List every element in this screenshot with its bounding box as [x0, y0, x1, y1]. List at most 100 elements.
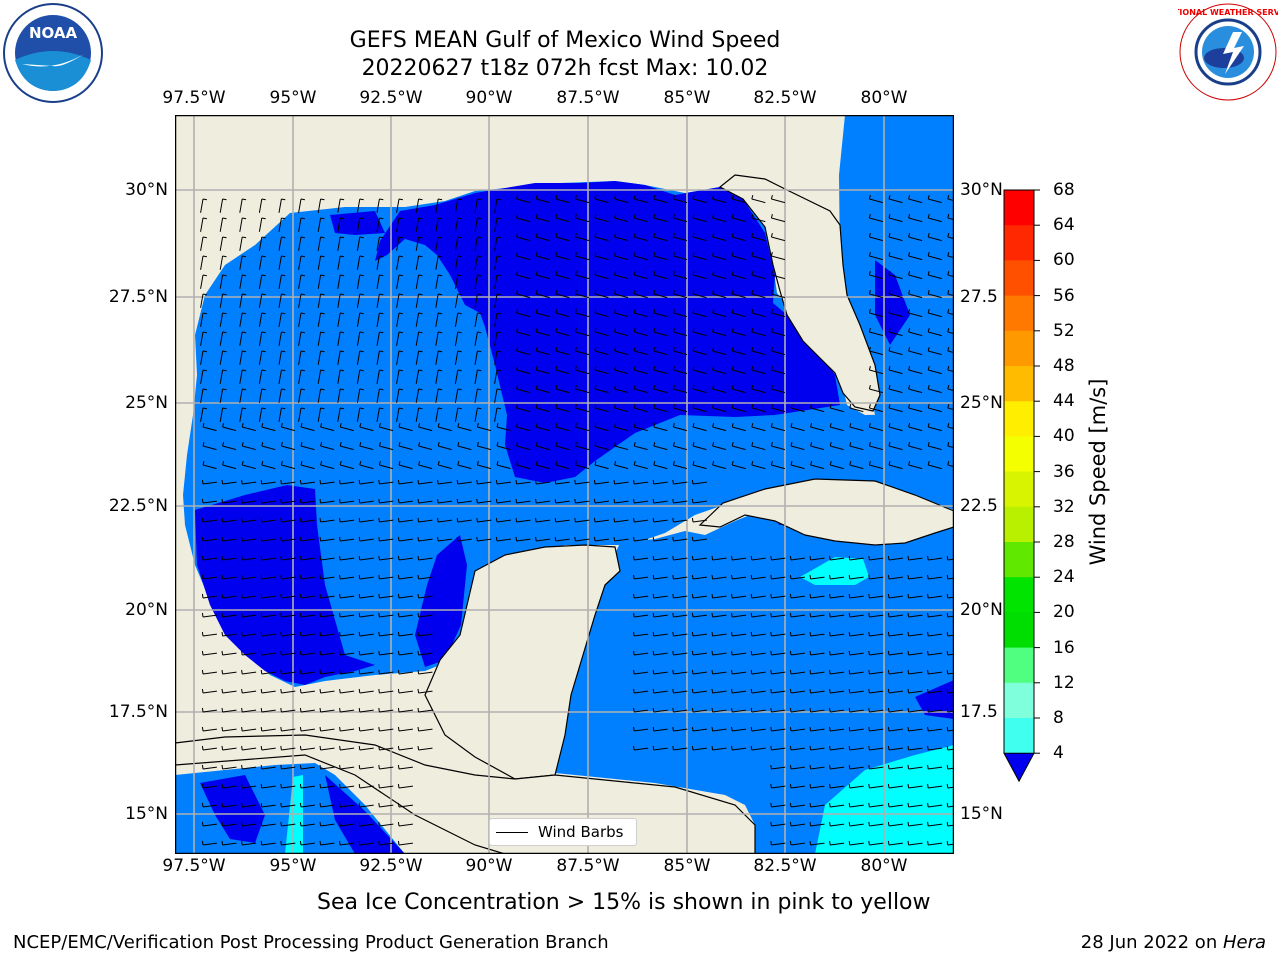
wind-barb	[496, 538, 511, 542]
wind-barb	[516, 236, 531, 242]
wind-barb-flag	[731, 232, 734, 238]
wind-barb	[379, 614, 394, 618]
wind-barb-flag	[927, 802, 929, 808]
wind-barb-flag	[672, 536, 674, 542]
wind-barb-flag	[378, 517, 380, 523]
wind-barb	[398, 426, 413, 432]
wind-barb	[830, 766, 845, 770]
wind-barb-flag	[535, 327, 538, 333]
wind-barb-flag	[927, 631, 929, 637]
wind-barb	[555, 236, 570, 242]
wind-barb	[634, 407, 648, 413]
wind-barb	[888, 369, 903, 375]
wind-barb	[320, 538, 335, 542]
wind-barb	[928, 652, 943, 656]
wind-barb-flag	[633, 612, 635, 618]
wind-barb	[908, 766, 923, 770]
wind-barb-flag	[397, 726, 400, 732]
wind-barb	[418, 728, 433, 732]
wind-barb-flag	[222, 312, 227, 315]
wind-barb-flag	[417, 688, 420, 694]
wind-barb	[830, 842, 845, 846]
wind-barb-flag	[359, 331, 364, 334]
wind-barb	[222, 709, 237, 713]
wind-barb	[398, 785, 413, 789]
wind-barb-flag	[359, 312, 364, 315]
wind-barb-flag	[691, 650, 694, 656]
wind-barb	[340, 633, 355, 637]
wind-barb	[359, 785, 374, 789]
wind-barb-flag	[593, 536, 596, 542]
wind-barb-flag	[711, 707, 714, 713]
lon-tick-bottom-6: 85°W	[663, 856, 711, 876]
wind-barb-flag	[417, 631, 420, 637]
wind-barb-flag	[672, 517, 674, 523]
wind-barb	[242, 728, 257, 732]
wind-barb-flag	[908, 308, 911, 314]
wind-barb-flag	[789, 840, 792, 846]
wind-barb	[751, 671, 766, 675]
wind-barb	[281, 614, 296, 618]
wind-barb	[908, 842, 923, 846]
wind-barb	[751, 388, 766, 394]
wind-barb	[751, 217, 766, 223]
wind-barb	[278, 293, 282, 308]
wind-barb-flag	[299, 764, 302, 770]
wind-barb-flag	[574, 479, 576, 485]
wind-barb	[653, 350, 668, 356]
wind-barb	[712, 633, 727, 637]
wind-barb-flag	[712, 460, 715, 466]
wind-barb-flag	[299, 593, 302, 599]
wind-barb	[712, 671, 727, 675]
wind-barb	[219, 217, 224, 232]
wind-barb-flag	[789, 802, 792, 808]
wind-barb	[830, 407, 844, 413]
wind-barb-flag	[457, 388, 462, 391]
wind-barb	[947, 369, 954, 373]
wind-barb-flag	[516, 213, 519, 219]
wind-barb	[888, 312, 903, 318]
wind-barb-flag	[221, 688, 224, 694]
wind-barb-flag	[751, 213, 754, 219]
wind-barb	[653, 557, 668, 561]
wind-barb-flag	[907, 821, 910, 827]
wind-barb	[300, 842, 315, 846]
wind-barb-flag	[574, 251, 577, 257]
wind-barb-flag	[397, 764, 400, 770]
wind-barb	[614, 481, 629, 485]
wind-barb	[947, 748, 954, 751]
wind-barb	[261, 426, 276, 432]
wind-barb	[947, 824, 954, 827]
wind-barb-flag	[712, 289, 715, 295]
wind-barb-flag	[202, 236, 207, 239]
wind-barb	[239, 217, 243, 232]
wind-barb	[281, 576, 296, 580]
wind-barb-flag	[691, 593, 694, 599]
wind-barb-flag	[829, 612, 831, 618]
wind-barb-flag	[339, 517, 341, 523]
colorbar-title: Wind Speed [m/s]	[1086, 378, 1110, 566]
wind-barb-flag	[358, 498, 361, 504]
wind-barb-flag	[241, 650, 243, 656]
wind-barb	[732, 198, 746, 204]
wind-barb-flag	[574, 308, 577, 314]
wind-barb-flag	[770, 460, 773, 466]
wind-barb-flag	[201, 707, 204, 713]
wind-barb	[849, 614, 864, 618]
wind-barb	[594, 312, 609, 318]
wind-barb	[435, 293, 439, 308]
wind-barb	[732, 236, 746, 242]
lon-tick-bottom-5: 87.5°W	[556, 856, 620, 876]
wind-barb-flag	[731, 384, 734, 390]
wind-barb-flag	[221, 745, 224, 751]
wind-barb	[732, 671, 747, 675]
wind-barb	[340, 842, 355, 846]
wind-barb-flag	[319, 612, 322, 618]
wind-barb	[242, 464, 256, 470]
wind-barb-flag	[358, 650, 361, 656]
wind-barb-flag	[888, 289, 891, 295]
wind-barb-flag	[535, 308, 538, 314]
wind-barb	[202, 728, 217, 732]
wind-barb	[494, 217, 498, 232]
wind-barb-flag	[868, 631, 870, 637]
